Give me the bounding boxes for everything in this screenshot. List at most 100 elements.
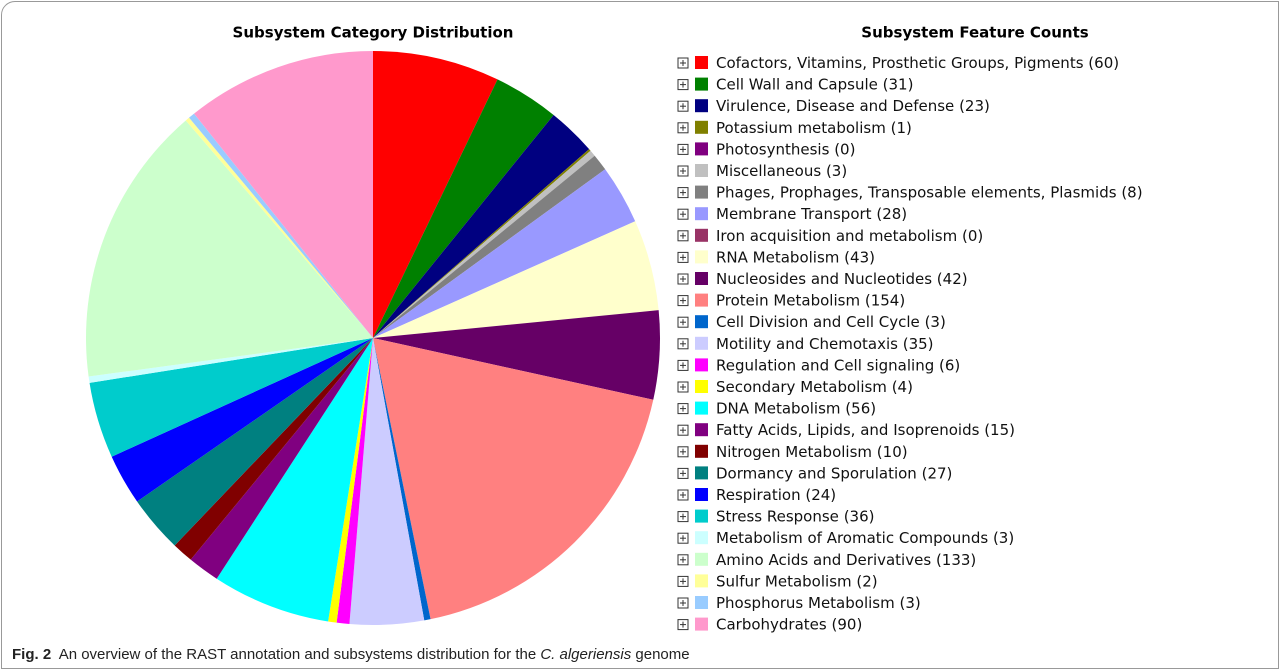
legend-item: Virulence, Disease and Defense (23) xyxy=(677,97,990,115)
legend-swatch xyxy=(695,250,708,264)
legend-label: Amino Acids and Derivatives (133) xyxy=(716,550,976,568)
legend-label: Stress Response (36) xyxy=(716,507,875,525)
legend-label: Fatty Acids, Lipids, and Isoprenoids (15… xyxy=(716,421,1015,439)
legend-name: Regulation and Cell signaling xyxy=(716,356,934,374)
legend-name: Secondary Metabolism xyxy=(716,378,887,396)
legend-swatch xyxy=(695,142,708,156)
pie-slice xyxy=(373,221,659,338)
legend-label: Carbohydrates (90) xyxy=(716,615,862,633)
legend-label: Phages, Prophages, Transposable elements… xyxy=(716,183,1143,201)
pie-slice xyxy=(328,338,373,623)
legend-swatch xyxy=(695,164,708,177)
legend-label: Photosynthesis (0) xyxy=(716,140,855,158)
legend-count: (3) xyxy=(900,594,921,612)
pie-slice xyxy=(216,338,373,622)
legend-label: DNA Metabolism (56) xyxy=(716,399,876,417)
legend-item: DNA Metabolism (56) xyxy=(677,399,876,417)
legend-item: Cell Division and Cell Cycle (3) xyxy=(677,313,946,331)
legend-swatch xyxy=(695,293,708,307)
legend-swatch xyxy=(695,423,708,437)
legend-item: Photosynthesis (0) xyxy=(677,140,855,158)
legend-count: (60) xyxy=(1088,54,1119,72)
legend-swatch xyxy=(695,509,708,523)
legend-count: (4) xyxy=(892,378,913,396)
legend-count: (10) xyxy=(877,442,908,460)
legend-label: Cell Wall and Capsule (31) xyxy=(716,75,913,93)
pie-slice xyxy=(86,120,374,377)
legend-item: Carbohydrates (90) xyxy=(677,615,862,633)
pie-slice xyxy=(185,117,373,338)
legend-name: Photosynthesis xyxy=(716,140,830,158)
legend-label: Regulation and Cell signaling (6) xyxy=(716,356,960,374)
pie-slice xyxy=(111,338,374,502)
legend-count: (3) xyxy=(925,313,946,331)
legend-count: (0) xyxy=(834,140,855,158)
legend-item: Sulfur Metabolism (2) xyxy=(677,572,878,590)
legend-name: Phages, Prophages, Transposable elements… xyxy=(716,183,1117,201)
legend-count: (56) xyxy=(845,399,876,417)
legend-swatch xyxy=(695,185,708,199)
pie-slice xyxy=(373,338,431,621)
legend-swatch xyxy=(695,596,708,609)
pie-slice xyxy=(373,114,590,338)
legend-count: (90) xyxy=(832,615,863,633)
pie-slice xyxy=(373,310,660,400)
legend-name: Virulence, Disease and Defense xyxy=(716,97,954,115)
legend-name: Stress Response xyxy=(716,507,839,525)
pie-slice xyxy=(137,338,373,546)
legend-swatch xyxy=(695,56,708,69)
legend-item: RNA Metabolism (43) xyxy=(677,248,875,266)
legend-count: (3) xyxy=(826,162,847,180)
legend-name: Cell Wall and Capsule xyxy=(716,75,878,93)
legend-item: Amino Acids and Derivatives (133) xyxy=(677,550,976,568)
legend-swatch xyxy=(695,380,708,393)
legend-label: Nucleosides and Nucleotides (42) xyxy=(716,270,968,288)
caption-end: genome xyxy=(635,646,690,663)
legend-label: Protein Metabolism (154) xyxy=(716,291,905,309)
legend-label: Phosphorus Metabolism (3) xyxy=(716,594,921,612)
legend-name: Respiration xyxy=(716,486,801,504)
legend-label: Potassium metabolism (1) xyxy=(716,118,912,136)
legend-count: (6) xyxy=(939,356,960,374)
legend-name: Dormancy and Sporulation xyxy=(716,464,917,482)
legend-label: RNA Metabolism (43) xyxy=(716,248,875,266)
legend-item: Nucleosides and Nucleotides (42) xyxy=(677,270,968,288)
legend-swatch xyxy=(695,272,708,285)
legend-item: Fatty Acids, Lipids, and Isoprenoids (15… xyxy=(677,421,1015,439)
legend-item: Cell Wall and Capsule (31) xyxy=(677,75,913,93)
pie-slice xyxy=(189,113,373,338)
legend-item: Phages, Prophages, Transposable elements… xyxy=(677,183,1143,201)
legend-item: Regulation and Cell signaling (6) xyxy=(677,356,960,374)
legend-item: Nitrogen Metabolism (10) xyxy=(677,442,908,460)
legend-name: Motility and Chemotaxis xyxy=(716,334,898,352)
pie-slice xyxy=(373,338,654,620)
legend-item: Cofactors, Vitamins, Prosthetic Groups, … xyxy=(677,54,1119,72)
legend-name: Cofactors, Vitamins, Prosthetic Groups, … xyxy=(716,54,1084,72)
legend-label: Nitrogen Metabolism (10) xyxy=(716,442,908,460)
legend-swatch xyxy=(695,552,708,566)
legend-count: (35) xyxy=(903,334,934,352)
legend-name: Nucleosides and Nucleotides xyxy=(716,270,932,288)
legend-count: (42) xyxy=(937,270,968,288)
chart: Subsystem Category Distribution Subsyste… xyxy=(86,24,1143,633)
legend-item: Metabolism of Aromatic Compounds (3) xyxy=(677,529,1014,547)
legend-name: DNA Metabolism xyxy=(716,399,841,417)
legend-count: (133) xyxy=(936,550,976,568)
pie-slice xyxy=(336,338,373,625)
legend-swatch xyxy=(695,488,708,501)
legend-label: Membrane Transport (28) xyxy=(716,205,907,223)
legend-swatch xyxy=(695,401,708,415)
legend-name: Fatty Acids, Lipids, and Isoprenoids xyxy=(716,421,980,439)
legend-count: (31) xyxy=(883,75,914,93)
chart-title: Subsystem Category Distribution xyxy=(233,24,514,42)
legend-swatch xyxy=(695,207,708,221)
legend-swatch xyxy=(695,617,708,631)
legend-swatch xyxy=(695,99,708,113)
legend-item: Respiration (24) xyxy=(677,486,836,504)
legend-count: (154) xyxy=(865,291,905,309)
legend-swatch xyxy=(695,466,708,480)
legend-title: Subsystem Feature Counts xyxy=(861,24,1088,42)
legend-swatch xyxy=(695,574,708,588)
legend-swatch xyxy=(695,336,708,350)
